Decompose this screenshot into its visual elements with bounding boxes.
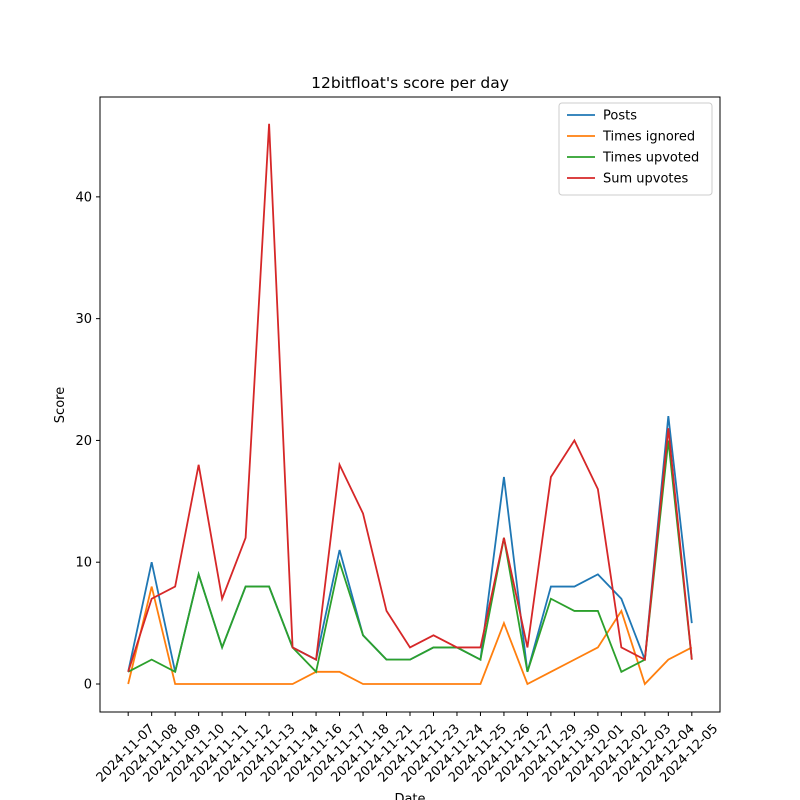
- series-line: [127, 440, 693, 674]
- y-tick-label: 40: [75, 190, 92, 205]
- y-tick-label: 0: [84, 677, 92, 692]
- series-line: [127, 586, 693, 686]
- legend-box: [558, 102, 713, 196]
- y-tick-label: 20: [75, 434, 92, 449]
- x-axis-label: Date: [394, 792, 425, 800]
- legend-label: Posts: [603, 109, 637, 124]
- series-line: [127, 123, 693, 673]
- legend-label: Sum upvotes: [603, 172, 689, 187]
- y-tick-label: 30: [75, 312, 92, 327]
- legend-label: Times ignored: [602, 130, 695, 145]
- y-axis-label: Score: [53, 387, 68, 423]
- chart-title: 12bitfloat's score per day: [311, 74, 509, 92]
- plot-frame: [99, 96, 721, 713]
- y-tick-label: 10: [75, 556, 92, 571]
- legend-label: Times upvoted: [602, 151, 699, 166]
